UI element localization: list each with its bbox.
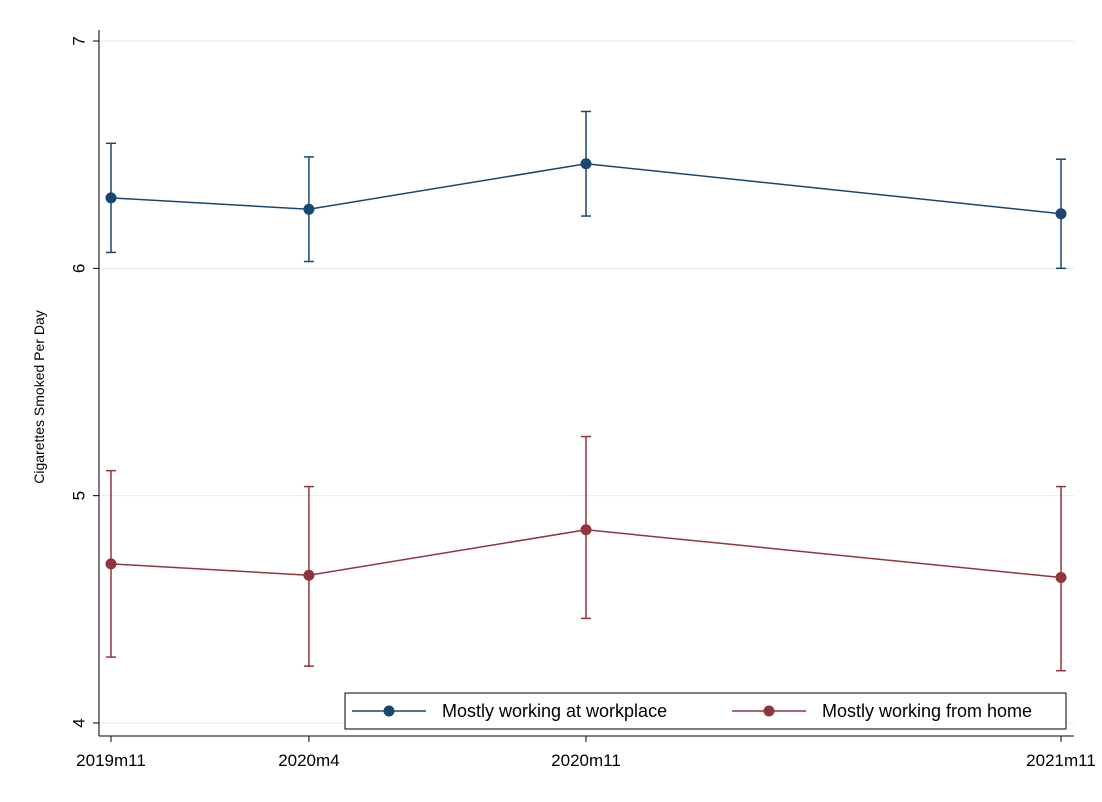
- y-tick-label-2: 6: [70, 264, 89, 273]
- legend-marker-1: [763, 705, 775, 717]
- y-tick-label-1: 5: [70, 491, 89, 500]
- data-point-0-3: [1055, 208, 1067, 220]
- data-point-1-0: [105, 558, 117, 570]
- y-ticks: 4 5 6 7: [70, 36, 99, 728]
- series-1: [105, 435, 1067, 672]
- legend-box: [344, 692, 1067, 730]
- data-point-0-2: [580, 158, 592, 170]
- x-tick-label-3: 2021m11: [1026, 751, 1096, 770]
- legend-label-0: Mostly working at workplace: [442, 701, 667, 721]
- x-ticks: 2019m11 2020m4 2020m11 2021m11: [76, 736, 1096, 770]
- data-point-1-1: [303, 569, 315, 581]
- series-0: [105, 110, 1067, 270]
- x-tick-label-2: 2020m11: [551, 751, 621, 770]
- legend-marker-0: [383, 705, 395, 717]
- y-axis-title: Cigarettes Smoked Per Day: [31, 310, 47, 484]
- series-line-0: [110, 163, 1062, 215]
- x-tick-label-1: 2020m4: [278, 751, 339, 770]
- data-point-0-1: [303, 203, 315, 215]
- legend-label-1: Mostly working from home: [822, 701, 1032, 721]
- y-tick-label-0: 4: [70, 718, 89, 727]
- data-point-0-0: [105, 192, 117, 204]
- data-point-1-2: [580, 524, 592, 536]
- y-tick-label-3: 7: [70, 36, 89, 45]
- x-tick-label-0: 2019m11: [76, 751, 146, 770]
- data-point-1-3: [1055, 572, 1067, 584]
- series-line-1: [110, 529, 1062, 579]
- legend: Mostly working at workplace Mostly workin…: [344, 692, 1067, 730]
- series-layer: [105, 110, 1067, 672]
